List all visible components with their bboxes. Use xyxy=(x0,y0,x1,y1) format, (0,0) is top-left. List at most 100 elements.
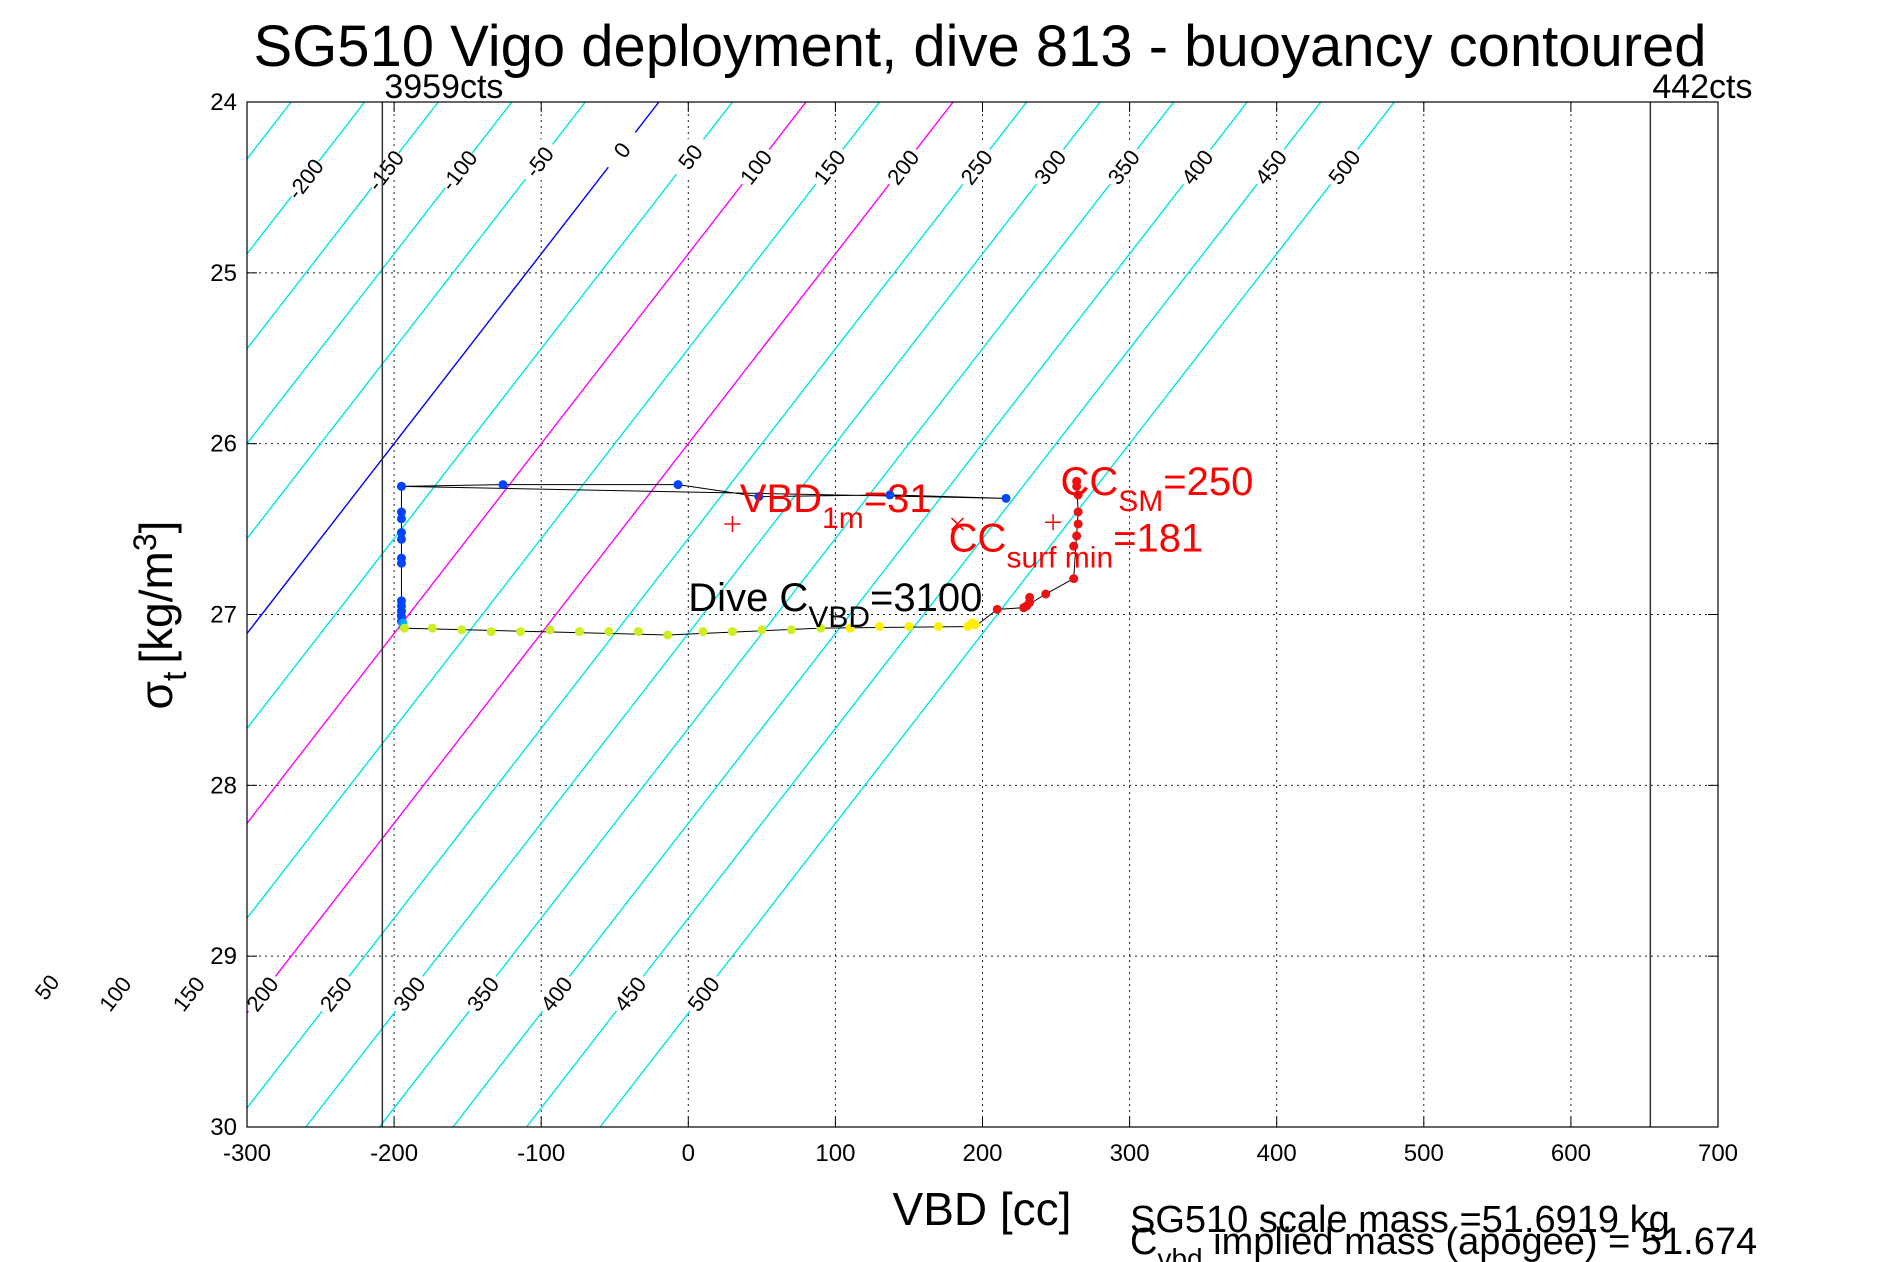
dive-point xyxy=(1072,476,1082,486)
contour-label-bg xyxy=(282,154,329,204)
annotation-base: VBD xyxy=(740,477,822,521)
dive-point xyxy=(396,534,406,544)
plus-marker xyxy=(724,515,741,532)
y-tick-label: 24 xyxy=(210,89,237,116)
contour-label-bg xyxy=(23,962,70,1012)
x-tick-label: -300 xyxy=(223,1140,271,1167)
dive-point xyxy=(498,480,508,490)
x-tick-label: 400 xyxy=(1257,1140,1297,1167)
dive-point xyxy=(1073,519,1083,529)
cross-marker xyxy=(950,517,965,531)
dive-point xyxy=(396,558,406,568)
contour-label-bg xyxy=(1321,142,1368,192)
dive-point xyxy=(992,604,1002,614)
buoyancy-contour-250 xyxy=(247,102,1028,1110)
contour-label-bg xyxy=(435,145,482,196)
dive-point xyxy=(673,480,683,490)
buoyancy-contours xyxy=(247,102,1395,1127)
buoyancy-contour-200 xyxy=(247,102,954,1015)
annotation-base: Dive C xyxy=(688,576,808,620)
buoyancy-contour--50 xyxy=(247,102,586,540)
dive-point xyxy=(633,627,643,637)
contour-label-bg xyxy=(1174,142,1220,192)
dive-point xyxy=(754,492,764,502)
x-tick-label: 0 xyxy=(682,1140,695,1167)
dive-point xyxy=(1073,507,1083,517)
dive-point xyxy=(885,490,895,500)
buoyancy-contour-400 xyxy=(452,102,1248,1127)
dive-point xyxy=(486,627,496,637)
dive-point xyxy=(757,625,767,635)
dive-point xyxy=(786,625,796,635)
plus-marker xyxy=(1045,514,1062,531)
buoyancy-contour-300 xyxy=(305,102,1101,1127)
annotation-base: CC xyxy=(949,516,1007,560)
contour-label-bg xyxy=(1247,142,1294,192)
dive-point xyxy=(698,627,708,637)
x-tick-label: 100 xyxy=(815,1140,855,1167)
annotation-value: =181 xyxy=(1113,516,1203,560)
dive-point xyxy=(574,627,584,637)
annotation-sub: 1m xyxy=(822,502,864,535)
dive-point xyxy=(1073,490,1083,500)
dive-point xyxy=(967,618,977,628)
annotation-value: =250 xyxy=(1163,460,1253,504)
dive-point xyxy=(1069,541,1079,551)
buoyancy-contour-450 xyxy=(525,102,1322,1127)
contour-label-bg xyxy=(606,969,653,1019)
implied-mass-rest: implied mass (apogee) = 51.674 xyxy=(1203,1221,1758,1262)
buoyancy-contour-100 xyxy=(247,102,807,825)
contour-label-bg xyxy=(91,969,138,1019)
dive-point xyxy=(1069,574,1079,584)
dive-points xyxy=(396,476,1083,640)
dive-point xyxy=(1001,493,1011,503)
contour-label-bg xyxy=(1026,142,1073,192)
dive-point xyxy=(875,621,885,631)
contour-label-bg xyxy=(312,969,359,1019)
y-tick-label: 26 xyxy=(210,431,237,458)
contour-label-bg xyxy=(732,142,779,192)
x-tick-label: 500 xyxy=(1404,1140,1444,1167)
y-axis-label-symbol: σ xyxy=(130,681,182,709)
dive-point xyxy=(396,514,406,524)
dive-point xyxy=(399,623,409,633)
x-axis-label: VBD [cc] xyxy=(893,1183,1072,1235)
dive-point xyxy=(1041,589,1051,599)
annotation-sub: VBD xyxy=(808,601,870,634)
contour-label-bg xyxy=(953,142,1000,192)
y-axis-label-sup: 3 xyxy=(127,533,163,551)
contour-label-bg xyxy=(879,142,926,192)
y-tick-label: 27 xyxy=(210,602,237,629)
dive-point xyxy=(396,507,406,517)
y-axis-label-close: ] xyxy=(130,521,182,534)
buoyancy-contour-0 xyxy=(247,102,660,635)
annotation-sub: SM xyxy=(1118,485,1163,518)
dive-point xyxy=(727,627,737,637)
scale-mass-text: SG510 scale mass =51.6919 kg xyxy=(1130,1199,1670,1241)
buoyancy-contour-500 xyxy=(599,102,1395,1127)
annotation-ccsurf: CCsurf min=181 xyxy=(949,516,1204,574)
axes: -300 -200 -100 0 100 200 300 400 500 600 700 24 25 26… xyxy=(210,89,1738,1167)
dive-point xyxy=(457,625,467,635)
annotation-base: CC xyxy=(1060,460,1118,504)
dive-point xyxy=(545,625,555,635)
y-tick-label: 25 xyxy=(210,260,237,287)
annotation-vbd1m: VBD1m=31 xyxy=(740,477,932,535)
contour-label-bg xyxy=(1100,142,1147,192)
dive-point xyxy=(516,627,526,637)
contour-label-bg xyxy=(680,969,727,1019)
dive-point xyxy=(816,623,826,633)
annotation-sub: surf min xyxy=(1006,541,1113,574)
y-tick-label: 30 xyxy=(210,1114,237,1141)
dive-point xyxy=(396,528,406,537)
buoyancy-contour-150 xyxy=(247,102,881,920)
y-axis-label-units: [kg/m xyxy=(130,551,182,663)
buoyancy-contour--100 xyxy=(247,102,513,445)
x-tick-label: -100 xyxy=(517,1140,565,1167)
x-tick-label: 300 xyxy=(1110,1140,1150,1167)
annotation-divecvbd: Dive CVBD=3100 xyxy=(688,576,982,634)
dive-point xyxy=(933,621,943,631)
chart-title: SG510 Vigo deployment, dive 813 - buoyan… xyxy=(253,14,1706,79)
contour-label-bg xyxy=(386,969,433,1019)
